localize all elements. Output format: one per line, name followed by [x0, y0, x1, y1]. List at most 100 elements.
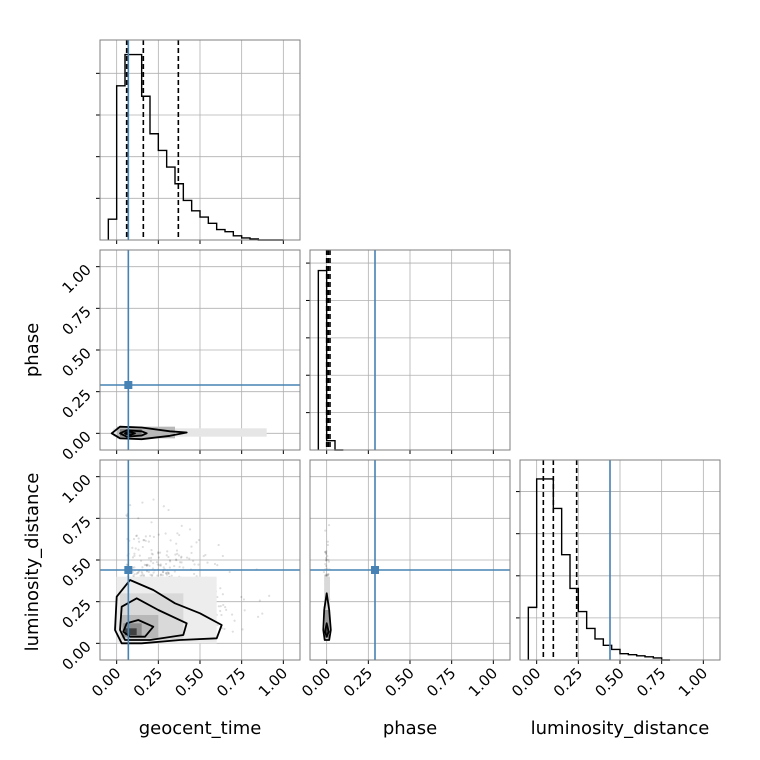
panel-luminosity-distance-vs-geocent-time-sample-16 — [141, 574, 144, 577]
panel-luminosity-distance-vs-geocent-time-sample-14 — [217, 605, 220, 608]
panel-luminosity-distance-vs-geocent-time-sample-480 — [157, 556, 161, 559]
panel-luminosity-distance-vs-geocent-time-sample-90 — [146, 563, 149, 566]
panel-luminosity-distance-vs-geocent-time-sample-838 — [135, 534, 138, 538]
panel-luminosity-distance-vs-geocent-time-sample-644 — [185, 556, 189, 559]
panel-luminosity-distance-vs-geocent-time-sample-508 — [220, 613, 223, 617]
panel-luminosity-distance-vs-geocent-time-sample-859 — [137, 540, 141, 543]
hist-luminosity-distance-xtick-label-1: 0.25 — [550, 664, 586, 700]
panel-luminosity-distance-vs-geocent-time-sample-832 — [125, 514, 128, 517]
panel-luminosity-distance-vs-phase-xtick-label-0: 0.00 — [298, 664, 334, 700]
panel-luminosity-distance-vs-phase-grid — [310, 460, 510, 660]
hist-geocent-time-steps — [107, 53, 284, 241]
panel-luminosity-distance-vs-phase-sample-207 — [327, 572, 330, 576]
panel-luminosity-distance-vs-geocent-time-sample-347 — [145, 563, 148, 566]
panel-luminosity-distance-vs-geocent-time-sample-579 — [192, 572, 196, 576]
panel-luminosity-distance-vs-phase-sample-92 — [326, 543, 329, 547]
panel-luminosity-distance-vs-geocent-time-sample-850 — [140, 559, 143, 562]
panel-luminosity-distance-vs-geocent-time-sample-477 — [129, 503, 132, 507]
panel-luminosity-distance-vs-geocent-time-sample-792 — [161, 574, 164, 577]
panel-luminosity-distance-vs-phase-sample-31 — [325, 558, 328, 561]
panel-luminosity-distance-vs-geocent-time-sample-447 — [164, 532, 167, 535]
panel-luminosity-distance-vs-phase-sample-60 — [324, 574, 327, 578]
panel-phase-vs-geocent-time-ytick-label-1: 0.25 — [58, 386, 94, 422]
panel-luminosity-distance-vs-geocent-time-sample-563 — [206, 561, 209, 564]
panel-luminosity-distance-vs-phase-truth-marker — [371, 566, 379, 574]
hist-luminosity-distance-xtick-label-0: 0.00 — [508, 664, 544, 700]
panel-phase-vs-geocent-time-truth-marker — [124, 381, 133, 389]
panel-luminosity-distance-vs-geocent-time-sample-295 — [149, 556, 153, 559]
panel-luminosity-distance-vs-geocent-time-sample-817 — [204, 553, 207, 557]
hist-luminosity-distance-xtick-label-2: 0.50 — [591, 664, 627, 700]
panel-luminosity-distance-vs-geocent-time-sample-214 — [167, 572, 170, 575]
panel-luminosity-distance-vs-geocent-time-sample-672 — [165, 573, 169, 576]
xlabel-phase: phase — [383, 718, 437, 739]
panel-luminosity-distance-vs-geocent-time-sample-613 — [141, 501, 144, 504]
panel-luminosity-distance-vs-geocent-time-sample-506 — [125, 563, 128, 566]
panel-luminosity-distance-vs-geocent-time-sample-264 — [152, 498, 155, 501]
panel-luminosity-distance-vs-geocent-time-sample-811 — [152, 562, 155, 565]
panel-luminosity-distance-vs-geocent-time-sample-589 — [176, 552, 179, 555]
panel-phase-vs-geocent-time-ytick-label-4: 1.00 — [58, 261, 94, 297]
panel-luminosity-distance-vs-geocent-time-sample-156 — [158, 564, 161, 567]
panel-luminosity-distance-vs-geocent-time-sample-251 — [190, 551, 193, 555]
panel-phase-vs-geocent-time-density-0 — [113, 428, 267, 437]
panel-luminosity-distance-vs-geocent-time-ytick-label-3: 0.75 — [58, 512, 94, 548]
panel-luminosity-distance-vs-geocent-time-sample-356 — [195, 541, 198, 544]
panel-luminosity-distance-vs-geocent-time-xtick-label-2: 0.50 — [171, 664, 207, 700]
panel-luminosity-distance-vs-geocent-time-sample-500 — [152, 571, 155, 574]
panel-luminosity-distance-vs-geocent-time-sample-463 — [137, 517, 140, 520]
panel-luminosity-distance-vs-geocent-time-sample-45 — [161, 571, 165, 574]
panel-luminosity-distance-vs-geocent-time-sample-497 — [143, 563, 146, 566]
panel-luminosity-distance-vs-phase-sample-258 — [327, 523, 331, 527]
panel-luminosity-distance-vs-geocent-time-sample-645 — [132, 574, 135, 578]
panel-luminosity-distance-vs-geocent-time-ytick-label-0: 0.00 — [58, 637, 94, 673]
panel-luminosity-distance-vs-geocent-time-sample-750 — [240, 595, 243, 599]
panel-luminosity-distance-vs-geocent-time-sample-776 — [221, 554, 224, 558]
panel-luminosity-distance-vs-geocent-time-sample-547 — [148, 564, 151, 567]
panel-luminosity-distance-vs-geocent-time-sample-558 — [151, 567, 155, 570]
panel-luminosity-distance-vs-geocent-time-sample-302 — [159, 573, 163, 576]
panel-luminosity-distance-vs-geocent-time-sample-562 — [233, 619, 236, 622]
panel-luminosity-distance-vs-geocent-time-sample-114 — [224, 606, 227, 609]
panel-luminosity-distance-vs-geocent-time-sample-307 — [144, 539, 147, 542]
panel-luminosity-distance-vs-phase-xtick-label-2: 0.50 — [381, 664, 417, 700]
xlabel-geocent-time: geocent_time — [139, 718, 262, 739]
panel-luminosity-distance-vs-geocent-time-sample-734 — [164, 572, 168, 575]
panel-luminosity-distance-vs-geocent-time-density-4 — [125, 628, 137, 635]
panel-luminosity-distance-vs-geocent-time-sample-195 — [167, 555, 170, 559]
panel-luminosity-distance-vs-geocent-time-sample-260 — [202, 554, 205, 558]
panel-phase-vs-geocent-time-frame — [99, 249, 301, 451]
hist-phase-steps — [317, 269, 344, 451]
panel-luminosity-distance-vs-phase-contour-1 — [324, 622, 330, 638]
panel-luminosity-distance-vs-geocent-time-sample-873 — [167, 508, 170, 512]
panel-luminosity-distance-vs-geocent-time-sample-57 — [162, 566, 165, 569]
panel-luminosity-distance-vs-geocent-time-sample-299 — [169, 560, 172, 563]
panels-layer: 0.00 0.25 0.50 0.75 1.000.000.250.500.751.00… — [58, 39, 721, 700]
panel-phase-vs-geocent-time-contour-0 — [110, 425, 188, 441]
panel-luminosity-distance-vs-phase-contour-0 — [322, 592, 332, 641]
panel-luminosity-distance-vs-geocent-time-sample-228 — [149, 573, 152, 577]
hist-geocent-time-frame — [99, 39, 301, 241]
panel-phase-vs-geocent-time-ytick-label-2: 0.50 — [58, 344, 94, 380]
panel-phase-vs-geocent-time-density-3 — [125, 430, 134, 435]
panel-luminosity-distance-vs-geocent-time-sample-296 — [192, 559, 195, 563]
panel-luminosity-distance-vs-geocent-time-sample-103 — [159, 563, 162, 566]
panel-luminosity-distance-vs-geocent-time-sample-446 — [228, 570, 231, 574]
panel-luminosity-distance-vs-phase-sample-104 — [325, 574, 329, 577]
panel-luminosity-distance-vs-phase-sample-145 — [326, 540, 329, 543]
panel-luminosity-distance-vs-geocent-time-sample-249 — [151, 573, 154, 576]
hist-luminosity-distance-steps — [527, 478, 670, 661]
panel-luminosity-distance-vs-geocent-time-sample-583 — [221, 593, 224, 596]
panel-luminosity-distance-vs-geocent-time-sample-67 — [152, 535, 156, 538]
panel-luminosity-distance-vs-geocent-time-sample-171 — [147, 540, 150, 543]
hist-phase-frame — [309, 249, 511, 451]
panel-luminosity-distance-vs-geocent-time-sample-754 — [197, 538, 201, 542]
panel-luminosity-distance-vs-phase-sample-191 — [325, 558, 328, 562]
panel-luminosity-distance-vs-geocent-time-sample-667 — [137, 571, 140, 574]
panel-luminosity-distance-vs-geocent-time-sample-360 — [180, 555, 183, 558]
panel-luminosity-distance-vs-geocent-time-sample-657 — [133, 552, 136, 555]
panel-luminosity-distance-vs-phase-sample-1 — [325, 553, 328, 556]
panel-luminosity-distance-vs-geocent-time-sample-21 — [242, 598, 246, 601]
panel-luminosity-distance-vs-geocent-time-sample-647 — [136, 571, 139, 574]
panel-luminosity-distance-vs-phase-frame — [309, 459, 511, 661]
